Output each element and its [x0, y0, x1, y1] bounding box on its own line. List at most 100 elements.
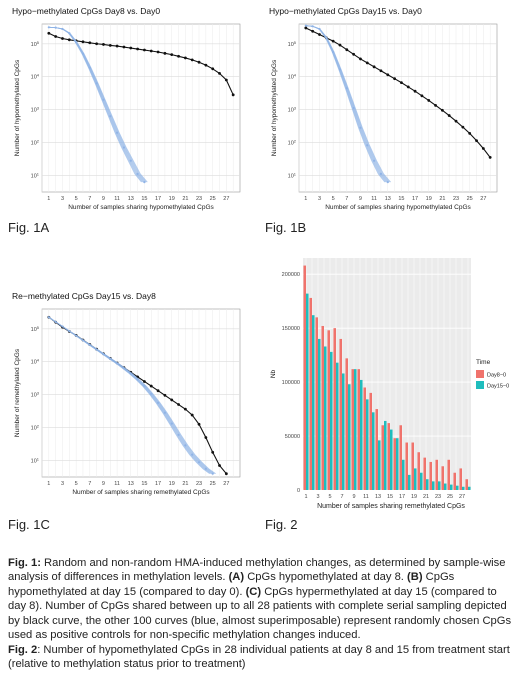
bar-day15: [312, 315, 315, 490]
bar-day8: [453, 472, 456, 490]
x-tick-label: 11: [114, 196, 120, 202]
observed-data-point: [102, 43, 105, 46]
observed-data-point: [149, 49, 153, 53]
y-axis-label: Number of hypomethylated CpGs: [271, 59, 278, 156]
random-data-point: [129, 159, 132, 162]
bar-day15: [336, 362, 339, 490]
observed-data-point: [143, 48, 146, 52]
caption1-label: Fig. 1:: [8, 557, 41, 569]
observed-data-point: [197, 422, 201, 426]
x-tick-label: 3: [61, 481, 64, 487]
x-tick-label: 1: [47, 196, 50, 202]
bar-day8: [351, 369, 354, 490]
caption2-text: : Number of hypomethylated CpGs in 28 in…: [8, 644, 510, 671]
random-data-point: [211, 472, 214, 475]
x-tick-label: 21: [182, 481, 188, 487]
x-tick-label: 13: [385, 196, 391, 202]
observed-data-point: [386, 73, 390, 77]
x-tick-label: 15: [141, 481, 147, 487]
bar-day15: [348, 384, 351, 490]
random-data-point: [156, 401, 160, 404]
observed-data-point: [345, 48, 349, 52]
bar-day15: [450, 484, 453, 490]
x-axis-label: Number of samples sharing remethylated C…: [317, 503, 465, 510]
observed-data-point: [372, 65, 376, 69]
observed-data-point: [224, 78, 228, 82]
observed-data-point: [468, 131, 472, 135]
x-tick-label: 7: [88, 196, 91, 202]
observed-data-point: [170, 398, 174, 402]
x-tick-label: 19: [426, 196, 432, 202]
observed-data-point: [177, 54, 180, 58]
observed-data-point: [143, 380, 146, 383]
observed-data-point: [197, 60, 201, 64]
observed-data-point: [393, 77, 396, 81]
bar-day8: [429, 461, 432, 490]
legend-title: Time: [476, 359, 491, 366]
bar-day15: [462, 486, 465, 490]
bar-day8: [327, 330, 330, 490]
y-tick-label: 103: [288, 106, 297, 114]
random-data-point: [102, 98, 105, 101]
bar-day8: [423, 457, 426, 490]
observed-data-point: [163, 393, 167, 397]
observed-data-point: [67, 38, 71, 42]
bar-day8: [411, 442, 414, 490]
bar-day15: [354, 369, 357, 490]
observed-data-point: [81, 40, 85, 44]
legend-label: Day8−0: [487, 373, 506, 379]
random-data-point: [366, 144, 369, 147]
bar-day8: [393, 438, 396, 490]
random-data-point: [143, 181, 146, 184]
y-tick-label: 50000: [285, 434, 300, 440]
bar-day15: [384, 420, 387, 490]
x-tick-label: 21: [182, 196, 188, 202]
random-data-point: [88, 66, 91, 69]
x-tick-label: 23: [453, 196, 459, 202]
random-data-point: [386, 181, 389, 184]
y-tick-label: 102: [31, 139, 40, 147]
random-data-point: [197, 461, 201, 464]
bar-day15: [330, 351, 333, 490]
x-tick-label: 25: [210, 196, 216, 202]
fig1c-chart: Re−methylated CpGs Day15 vs. Day8 101 102 1…: [12, 291, 241, 496]
y-tick-label: 103: [31, 106, 40, 114]
observed-data-point: [177, 403, 180, 406]
x-tick-label: 11: [371, 196, 377, 202]
bar-day15: [432, 481, 435, 490]
random-data-point: [379, 172, 383, 175]
bar-day15: [360, 379, 363, 490]
fig1a-panel: Hypo−methylated CpGs Day8 vs. Day0 101 102…: [8, 2, 248, 220]
fig1c-panel: Re−methylated CpGs Day15 vs. Day8 101 102 1…: [8, 287, 248, 505]
x-tick-label: 19: [411, 494, 417, 500]
bar-day15: [456, 485, 459, 490]
bar-day15: [378, 440, 381, 490]
x-axis-label: Number of samples sharing hypomethylated…: [68, 204, 214, 211]
observed-data-point: [156, 50, 160, 54]
y-tick-label: 0: [297, 488, 300, 494]
bar-day8: [441, 466, 444, 490]
random-data-point: [116, 362, 119, 365]
bar-day15: [318, 338, 321, 490]
observed-data-point: [183, 407, 187, 411]
y-tick-label: 100000: [282, 380, 300, 386]
random-data-point: [102, 353, 105, 356]
x-tick-label: 17: [155, 481, 161, 487]
plot-area: [298, 23, 498, 193]
observed-data-point: [47, 31, 51, 35]
random-data-point: [332, 50, 335, 54]
bar-day8: [321, 325, 324, 490]
random-data-point: [345, 87, 348, 90]
random-data-point: [54, 26, 57, 29]
observed-data-point: [190, 413, 194, 417]
observed-data-point: [204, 436, 208, 439]
random-data-point: [75, 41, 78, 44]
x-tick-label: 5: [328, 494, 331, 500]
plot-area: [41, 23, 241, 193]
random-data-point: [122, 146, 126, 149]
random-data-point: [204, 467, 207, 470]
bar-day15: [372, 412, 375, 490]
observed-data-point: [318, 33, 321, 36]
observed-data-point: [170, 53, 174, 57]
x-tick-label: 3: [318, 196, 321, 202]
